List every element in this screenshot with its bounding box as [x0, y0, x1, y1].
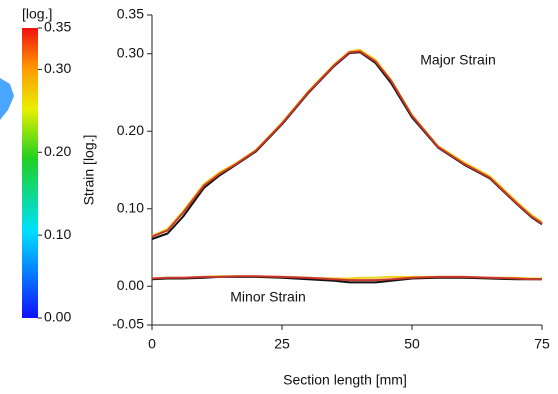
colorbar-tick-label: 0.00 — [44, 309, 71, 325]
annotation: Minor Strain — [230, 289, 305, 305]
x-axis-label: Section length [mm] — [283, 372, 407, 388]
y-tick-label: -0.05 — [112, 316, 144, 332]
y-tick-label: 0.20 — [117, 122, 144, 138]
colorbar-tick-label: 0.20 — [44, 143, 71, 159]
y-tick-label: 0.30 — [117, 44, 144, 60]
y-tick-label: 0.10 — [117, 199, 144, 215]
line — [152, 52, 542, 239]
annotation: Major Strain — [420, 52, 495, 68]
x-tick-label: 25 — [274, 336, 290, 352]
x-tick-label: 75 — [534, 336, 550, 352]
cropped-shape — [0, 78, 14, 120]
x-tick-label: 50 — [404, 336, 420, 352]
x-tick-label: 0 — [148, 336, 156, 352]
line — [152, 51, 542, 236]
colorbar-tick-label: 0.10 — [44, 226, 71, 242]
y-axis-label: Strain [log.] — [81, 135, 97, 206]
colorbar-tick-label: 0.30 — [44, 60, 71, 76]
colorbar-tick-label: 0.35 — [44, 19, 71, 35]
chart: [log.] Minor Strain Major Strain Section… — [0, 0, 558, 394]
colorbar — [22, 28, 38, 318]
y-tick-label: 0.00 — [117, 277, 144, 293]
line — [152, 50, 542, 236]
y-tick-label: 0.35 — [117, 6, 144, 22]
